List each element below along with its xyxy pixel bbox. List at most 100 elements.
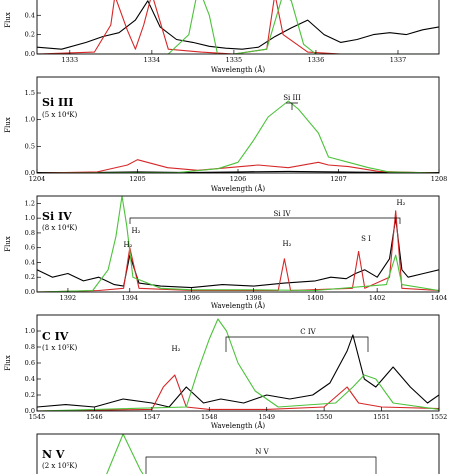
- c-ii-y-tick-label: 0.0: [25, 50, 35, 58]
- panel-si-iv: 1392 1394 1396 1398 1400 1402 1404 0.0 0.2 0.4 0.6…: [4, 195, 448, 310]
- c-ii-x-tick-label: 1334: [144, 56, 161, 64]
- panel-si-iii-ylabel: Flux: [4, 117, 12, 133]
- panel-c-iv-spectra: [37, 318, 439, 411]
- panel-si-iv-spectra: [37, 196, 439, 292]
- panel-si-iii-temperature: (5 x 10⁴K): [42, 111, 78, 119]
- panel-si-iv-annot-h2-d: H₂: [397, 199, 406, 207]
- panel-si-iii-spectra: [37, 100, 439, 173]
- panel-c-ii: 1333 1334 1335 1336 1337 0.0 0.2 0.4 Wavelength…: [4, 0, 440, 74]
- c-iv-y-tick-label: 0.4: [25, 375, 35, 383]
- panel-c-ii-axes: 1333 1334 1335 1336 1337 0.0 0.2 0.4: [25, 11, 407, 64]
- c-ii-black-spectrum: [37, 0, 439, 50]
- panel-si-iv-bracket: [129, 217, 401, 224]
- si-iv-x-tick-label: 1402: [369, 294, 386, 302]
- si-iii-y-tick-label: 1.5: [25, 89, 35, 97]
- c-iv-y-tick-label: 0.2: [25, 391, 35, 399]
- si-iv-black-spectrum: [37, 217, 439, 289]
- panel-si-iv-annot-h2-a: H₂: [132, 227, 141, 235]
- c-iv-x-tick-label: 1551: [373, 413, 390, 421]
- panel-si-iv-frame: [36, 195, 440, 293]
- panel-c-iv-ylabel: Flux: [4, 355, 12, 371]
- si-iv-x-tick-label: 1396: [183, 294, 200, 302]
- panel-si-iii-ion: Si III: [42, 96, 73, 109]
- panel-n-v-ion: N V: [42, 448, 65, 461]
- si-iv-y-tick-label: 0.0: [25, 288, 35, 296]
- si-iii-x-tick-label: 1208: [431, 175, 448, 183]
- panel-c-ii-frame: [36, 0, 440, 55]
- si-iv-y-tick-label: 0.6: [25, 244, 35, 252]
- panel-c-iv-xlabel: Wavelength (Å): [211, 421, 266, 430]
- si-iii-red-spectrum: [37, 159, 439, 173]
- panel-c-iv-axes: 1545 1546 1547 1548 1549 1550 1551 1552 0.0 0.2 0.…: [25, 327, 448, 421]
- panel-si-iv-ylabel: Flux: [4, 236, 12, 252]
- c-iv-y-tick-label: 1.0: [25, 327, 35, 335]
- si-iii-y-tick-label: 1.0: [25, 116, 35, 124]
- c-iv-x-tick-label: 1548: [201, 413, 218, 421]
- si-iv-y-tick-label: 0.4: [25, 258, 35, 266]
- si-iv-x-tick-label: 1392: [60, 294, 77, 302]
- si-iii-green-spectrum: [37, 100, 439, 173]
- si-iii-x-tick-label: 1205: [129, 175, 146, 183]
- panel-c-ii-ylabel: Flux: [4, 12, 12, 28]
- c-iv-x-tick-label: 1545: [29, 413, 46, 421]
- panel-c-iv: 1545 1546 1547 1548 1549 1550 1551 1552 0.0 0.2 0.…: [4, 314, 448, 430]
- c-ii-x-tick-label: 1337: [390, 56, 407, 64]
- c-iv-y-tick-label: 0.6: [25, 359, 35, 367]
- si-iii-y-tick-label: 0.5: [25, 142, 35, 150]
- panel-si-iii-axes: 1204 1205 1206 1207 1208 0.0 0.5 1.0 1.5: [25, 89, 448, 183]
- si-iii-x-tick-label: 1207: [330, 175, 347, 183]
- c-iv-y-tick-label: 0.8: [25, 343, 35, 351]
- c-ii-x-tick-label: 1336: [308, 56, 325, 64]
- panel-n-v-frame: [36, 433, 440, 474]
- panel-si-iv-xlabel: Wavelength (Å): [211, 301, 266, 310]
- si-iv-y-tick-label: 1.0: [25, 214, 35, 222]
- panel-si-iv-annot-siiv: Si IV: [273, 210, 291, 218]
- panel-si-iv-annot-h2-c: H₂: [283, 240, 292, 248]
- panel-n-v: N V (2 x 10⁵K) N V: [36, 433, 440, 474]
- panel-c-ii-xlabel: Wavelength (Å): [211, 65, 266, 74]
- panel-si-iii-annot: Si III: [283, 94, 301, 102]
- panel-si-iii-frame: [36, 76, 440, 174]
- c-ii-x-tick-label: 1333: [62, 56, 79, 64]
- panel-si-iii-xlabel: Wavelength (Å): [211, 184, 266, 193]
- panel-si-iv-axes: 1392 1394 1396 1398 1400 1402 1404 0.0 0.2 0.4 0.6…: [25, 199, 448, 302]
- si-iv-x-tick-label: 1404: [431, 294, 448, 302]
- c-iv-x-tick-label: 1550: [316, 413, 333, 421]
- panel-c-iv-ion: C IV: [42, 330, 69, 343]
- si-iv-y-tick-label: 0.2: [25, 273, 35, 281]
- si-iii-x-tick-label: 1204: [29, 175, 46, 183]
- panel-si-iv-annot-si: S I: [361, 235, 371, 243]
- si-iv-x-tick-label: 1400: [307, 294, 324, 302]
- c-iv-black-spectrum: [37, 334, 439, 408]
- c-iv-x-tick-label: 1547: [144, 413, 161, 421]
- si-iv-y-tick-label: 0.8: [25, 229, 35, 237]
- panel-n-v-temperature: (2 x 10⁵K): [42, 462, 78, 470]
- c-iv-y-tick-label: 0.0: [25, 407, 35, 415]
- c-iv-x-tick-label: 1552: [431, 413, 448, 421]
- si-iii-y-tick-label: 0.0: [25, 169, 35, 177]
- c-ii-y-tick-label: 0.2: [25, 31, 35, 39]
- panel-si-iv-ion: Si IV: [42, 210, 72, 223]
- panel-n-v-annot: N V: [255, 448, 269, 456]
- panel-c-iv-bracket: [225, 336, 369, 352]
- c-ii-green-spectrum: [37, 0, 439, 54]
- si-iv-x-tick-label: 1398: [245, 294, 262, 302]
- si-iv-green-spectrum: [37, 196, 439, 292]
- c-iv-x-tick-label: 1546: [86, 413, 103, 421]
- panel-si-iv-annot-h2-b: H₂: [124, 241, 133, 249]
- c-ii-red-spectrum: [37, 0, 439, 54]
- panel-n-v-bracket: [145, 456, 377, 474]
- si-iv-y-tick-label: 1.2: [25, 199, 35, 207]
- panel-c-iv-annot-civ: C IV: [300, 328, 316, 336]
- c-iv-green-spectrum: [37, 318, 439, 411]
- panel-c-iv-temperature: (1 x 10⁵K): [42, 344, 78, 352]
- si-iv-red-spectrum: [37, 210, 439, 292]
- panel-c-ii-spectra: [37, 0, 439, 54]
- panel-si-iii-bracket: [286, 102, 298, 110]
- c-iv-red-spectrum: [37, 374, 439, 411]
- c-iv-x-tick-label: 1549: [258, 413, 275, 421]
- panel-si-iv-temperature: (8 x 10⁴K): [42, 224, 78, 232]
- si-iii-x-tick-label: 1206: [230, 175, 247, 183]
